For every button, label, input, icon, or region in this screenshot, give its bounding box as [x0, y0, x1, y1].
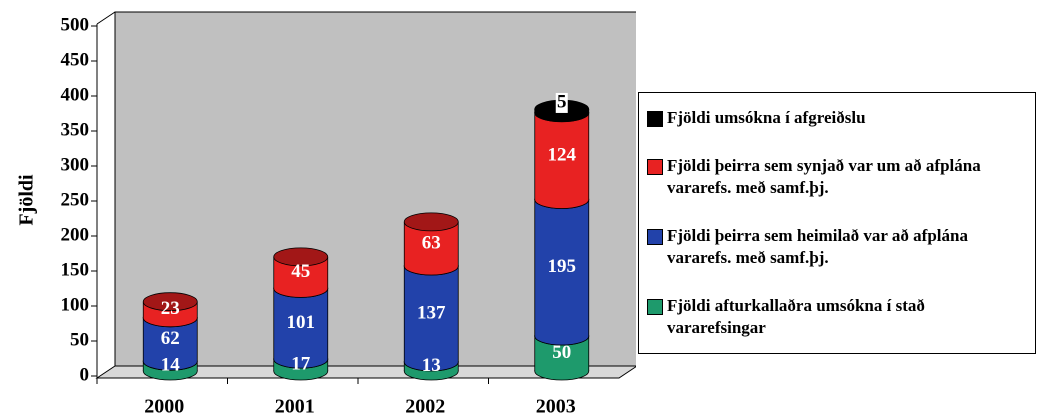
y-tick-label: 50: [70, 329, 89, 350]
data-label: 137: [417, 302, 446, 323]
legend-swatch: [647, 159, 663, 175]
y-tick-label: 100: [61, 294, 90, 315]
bar: [403, 212, 459, 276]
data-label: 62: [161, 328, 180, 349]
label-box: [555, 92, 568, 113]
legend-label: Fjöldi þeirra sem synjað var um að afplá…: [667, 156, 981, 197]
data-label: 45: [291, 261, 310, 282]
legend-swatch: [647, 229, 663, 245]
y-tick-label: 250: [61, 189, 90, 210]
y-tick-label: 450: [61, 49, 90, 70]
x-tick-label: 2002: [405, 396, 445, 418]
legend-label: Fjöldi umsókna í afgreiðslu: [667, 108, 866, 127]
data-label: 50: [552, 342, 571, 363]
axis-edge: [96, 11, 116, 25]
y-tick-label: 0: [80, 364, 90, 385]
chart: Fjöldi 050100150200250300350400450500200…: [16, 11, 636, 418]
x-tick-label: 2000: [144, 396, 184, 418]
data-label: 195: [548, 256, 577, 277]
y-tick-label: 400: [61, 84, 90, 105]
data-label: 63: [422, 232, 441, 253]
legend-item: Fjöldi þeirra sem heimilað var að afplán…: [647, 225, 1027, 269]
data-label: 17: [291, 353, 311, 374]
legend: Fjöldi umsókna í afgreiðslu Fjöldi þeirra…: [638, 92, 1036, 354]
data-label: 5: [557, 91, 567, 112]
x-tick-label: 2001: [275, 396, 315, 418]
data-label: 14: [161, 354, 181, 375]
y-tick-label: 150: [61, 259, 90, 280]
data-label: 13: [422, 355, 441, 376]
legend-swatch: [647, 111, 663, 127]
y-tick-label: 350: [61, 119, 90, 140]
bar: [273, 247, 329, 298]
legend-item: Fjöldi þeirra sem synjað var um að afplá…: [647, 155, 1027, 199]
data-label: 23: [161, 298, 180, 319]
legend-swatch: [647, 299, 663, 315]
legend-label: Fjöldi afturkallaðra umsókna í stað vara…: [667, 296, 925, 337]
back-wall: [114, 11, 636, 367]
y-tick-label: 500: [61, 14, 90, 35]
legend-label: Fjöldi þeirra sem heimilað var að afplán…: [667, 226, 968, 267]
bar: [142, 292, 198, 328]
y-axis-title: Fjöldi: [16, 174, 38, 226]
data-label: 101: [287, 312, 316, 333]
y-tick-label: 300: [61, 154, 90, 175]
legend-item: Fjöldi umsókna í afgreiðslu: [647, 107, 1027, 129]
legend-item: Fjöldi afturkallaðra umsókna í stað vara…: [647, 295, 1027, 339]
y-tick-label: 200: [61, 224, 90, 245]
x-tick-label: 2003: [536, 396, 576, 418]
data-label: 124: [548, 144, 577, 165]
